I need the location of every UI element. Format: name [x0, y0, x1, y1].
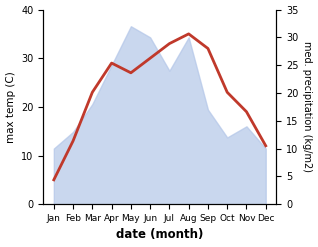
Y-axis label: med. precipitation (kg/m2): med. precipitation (kg/m2) — [302, 41, 313, 172]
Y-axis label: max temp (C): max temp (C) — [5, 71, 16, 143]
X-axis label: date (month): date (month) — [116, 228, 204, 242]
